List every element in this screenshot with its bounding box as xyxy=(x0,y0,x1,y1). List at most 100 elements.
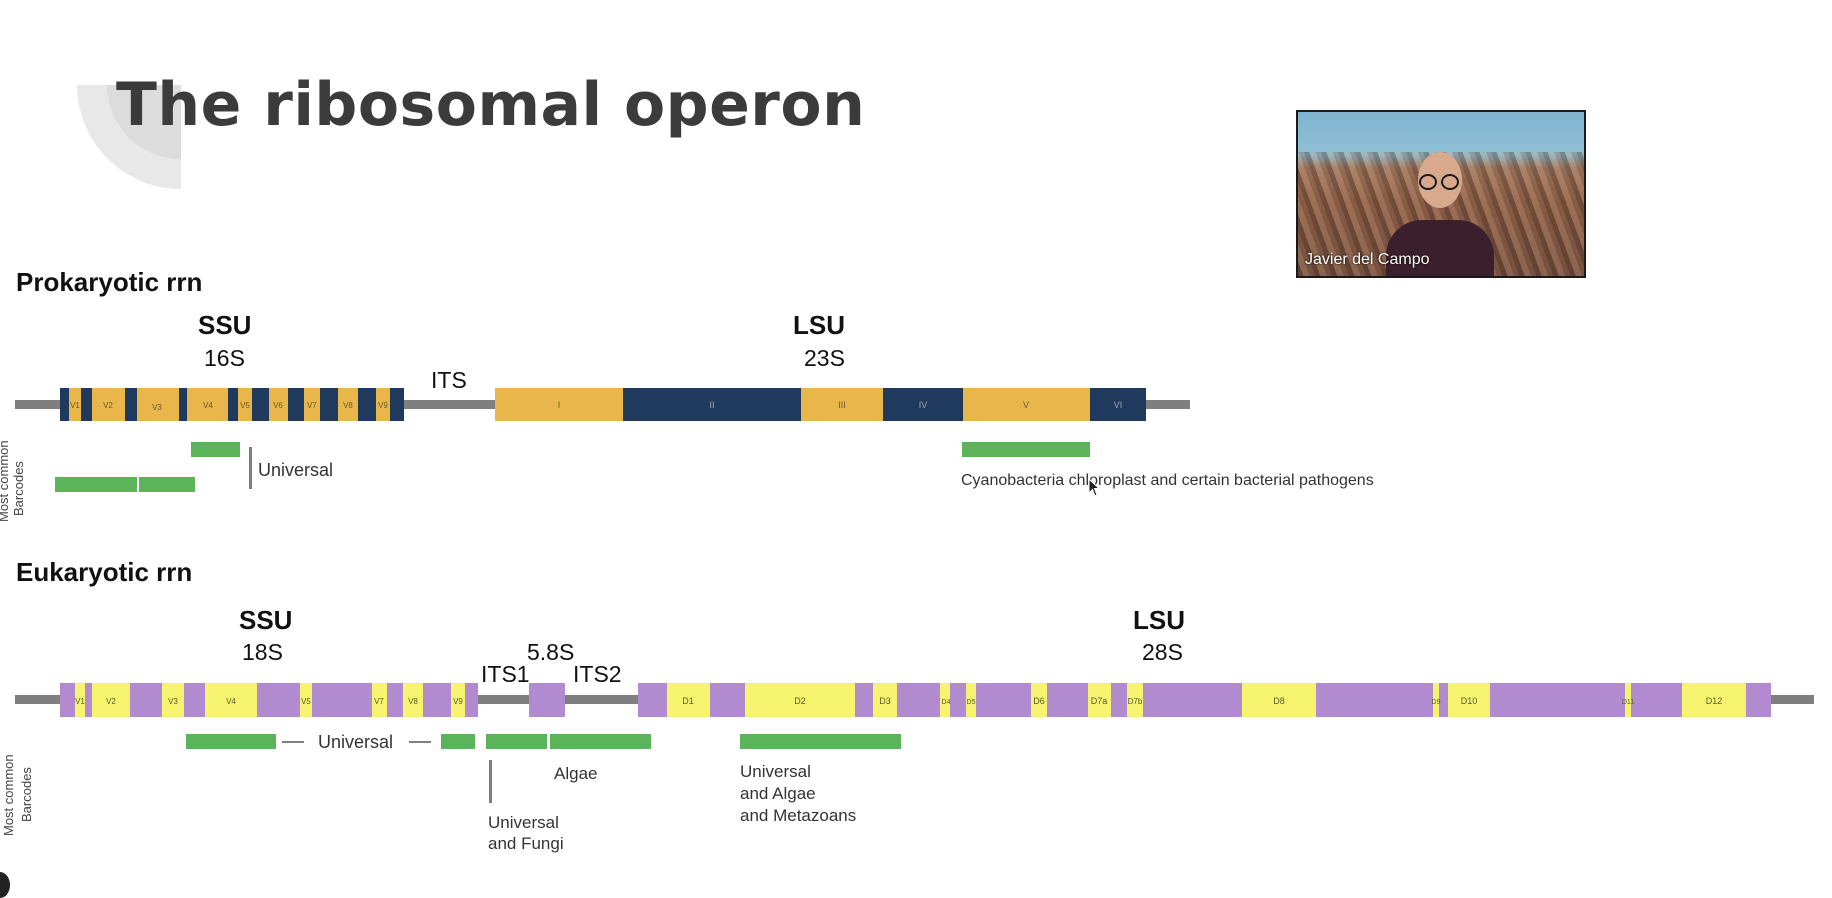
prok-universal-label: Universal xyxy=(258,460,333,480)
prok-domain-iii xyxy=(801,388,883,421)
euk-region-v9 xyxy=(451,683,465,717)
euk-region-v3 xyxy=(162,683,184,717)
euk-v4-label: V4 xyxy=(226,697,236,706)
prok-barcode-cyano xyxy=(962,442,1090,457)
euk-universal-label: Universal xyxy=(318,732,393,752)
euk-domain-d6 xyxy=(1031,683,1047,717)
prok-barcode-v4 xyxy=(191,442,240,457)
prok-domain-i-label: I xyxy=(558,400,561,410)
prok-v6-label: V6 xyxy=(273,401,283,410)
euk-v8-label: V8 xyxy=(408,697,418,706)
euk-ssu-label: SSU xyxy=(239,605,292,635)
euk-lsu-label: LSU xyxy=(1133,605,1185,635)
euk-universal-fungi-line2: and Fungi xyxy=(488,834,564,853)
euk-domain-d3 xyxy=(873,683,897,717)
euk-domain-d2 xyxy=(745,683,855,717)
euk-universal-metazoans-line2: and Algae xyxy=(740,784,816,803)
euk-ssu-18s: 18S xyxy=(242,639,283,665)
euk-region-v7 xyxy=(372,683,387,717)
euk-d10-label: D10 xyxy=(1461,696,1478,706)
prok-domain-v xyxy=(963,388,1090,421)
euk-d7b-label: D7b xyxy=(1128,697,1143,706)
participant-video-tile[interactable]: Javier del Campo xyxy=(1296,110,1586,278)
euk-its1-spacer xyxy=(476,695,531,704)
prok-v1-label: V1 xyxy=(70,401,80,410)
prok-region-v2 xyxy=(92,388,125,421)
prok-v2-label: V2 xyxy=(103,401,113,410)
prok-domain-iv xyxy=(883,388,963,421)
prok-domain-vi xyxy=(1090,388,1146,421)
prok-lsu-label: LSU xyxy=(793,310,845,340)
mouse-cursor-icon xyxy=(1088,478,1101,497)
euk-domain-d7a xyxy=(1088,683,1111,717)
svg-text:Barcodes: Barcodes xyxy=(19,767,34,822)
euk-region-v5 xyxy=(300,683,312,717)
prok-v7-label: V7 xyxy=(307,401,317,410)
euk-d9-label: D9 xyxy=(1432,699,1441,706)
euk-domain-d8 xyxy=(1242,683,1316,717)
euk-d11-label: D11 xyxy=(1622,699,1634,706)
prok-barcode-a xyxy=(55,477,137,492)
svg-text:Most common: Most common xyxy=(1,754,16,836)
corner-indicator xyxy=(0,872,10,898)
euk-universal-dash-left xyxy=(282,741,304,743)
euk-v5-label: V5 xyxy=(301,697,311,706)
prok-domain-ii-label: II xyxy=(709,400,714,410)
euk-d2-label: D2 xyxy=(794,696,806,706)
prok-region-v6 xyxy=(269,388,288,421)
euk-domain-d9 xyxy=(1433,683,1439,717)
euk-d4-label: D4 xyxy=(942,699,951,706)
prok-its-label: ITS xyxy=(431,367,467,393)
euk-v3-label: V3 xyxy=(168,697,178,706)
euk-region-v4 xyxy=(205,683,257,717)
euk-domain-d4 xyxy=(940,683,950,717)
prok-region-v9 xyxy=(376,388,390,421)
euk-barcode-d1-d2 xyxy=(740,734,901,749)
euk-universal-dash-right xyxy=(409,741,431,743)
prok-v4-label: V4 xyxy=(203,401,213,410)
euk-barcodes: Universal Algae Universal and Fungi Univ… xyxy=(186,732,901,853)
presenter-image xyxy=(1386,152,1494,276)
euk-region-v1 xyxy=(75,683,85,717)
prok-ssu-16s: 16S xyxy=(204,345,245,371)
prok-ssu-label: SSU xyxy=(198,310,251,340)
prok-domain-vi-label: VI xyxy=(1114,400,1123,410)
prok-domain-iv-label: IV xyxy=(919,400,928,410)
euk-58s-label: 5.8S xyxy=(527,639,574,665)
euk-barcode-v4 xyxy=(186,734,276,749)
euk-universal-fungi-line1: Universal xyxy=(488,813,559,832)
euk-barcode-v9 xyxy=(441,734,475,749)
prok-region-v7 xyxy=(304,388,320,421)
prok-region-v8 xyxy=(338,388,358,421)
prok-ssu-gene: V1 V2 V3 V4 V5 V6 V7 V8 V9 xyxy=(60,388,404,421)
prok-v3-label: V3 xyxy=(152,403,162,412)
euk-region-v2 xyxy=(92,683,130,717)
prok-domain-i xyxy=(495,388,623,421)
prok-region-v5 xyxy=(238,388,252,421)
eukaryotic-heading: Eukaryotic rrn xyxy=(16,557,192,587)
euk-algae-label: Algae xyxy=(554,764,597,783)
euk-fungi-bracket xyxy=(489,760,492,803)
prok-its-spacer xyxy=(402,400,497,409)
euk-d1-label: D1 xyxy=(682,696,694,706)
euk-its2-label: ITS2 xyxy=(573,661,622,687)
prok-lsu-23s: 23S xyxy=(804,345,845,371)
euk-universal-metazoans-line3: and Metazoans xyxy=(740,806,856,825)
euk-d8-label: D8 xyxy=(1273,696,1285,706)
euk-barcode-its1 xyxy=(486,734,547,749)
prok-v9-label: V9 xyxy=(378,401,388,410)
prok-domain-v-label: V xyxy=(1023,400,1029,410)
slide-title: The ribosomal operon xyxy=(116,70,866,140)
euk-domain-d5 xyxy=(966,683,976,717)
euk-its1-label: ITS1 xyxy=(481,661,530,687)
prok-domain-ii xyxy=(623,388,801,421)
prok-trailer-spacer xyxy=(1144,400,1190,409)
prokaryotic-heading: Prokaryotic rrn xyxy=(16,267,202,297)
euk-ssu-gene: V1 V2 V3 V4 V5 V7 V8 V9 xyxy=(60,683,478,717)
prok-barcodes-axis-label: Most common Barcodes xyxy=(0,440,26,522)
euk-d7a-label: D7a xyxy=(1091,696,1108,706)
prok-lsu-gene: I II III IV V VI xyxy=(495,388,1146,421)
prok-v8-label: V8 xyxy=(343,401,353,410)
title-decoration xyxy=(77,85,181,189)
euk-its2-spacer xyxy=(563,695,641,704)
